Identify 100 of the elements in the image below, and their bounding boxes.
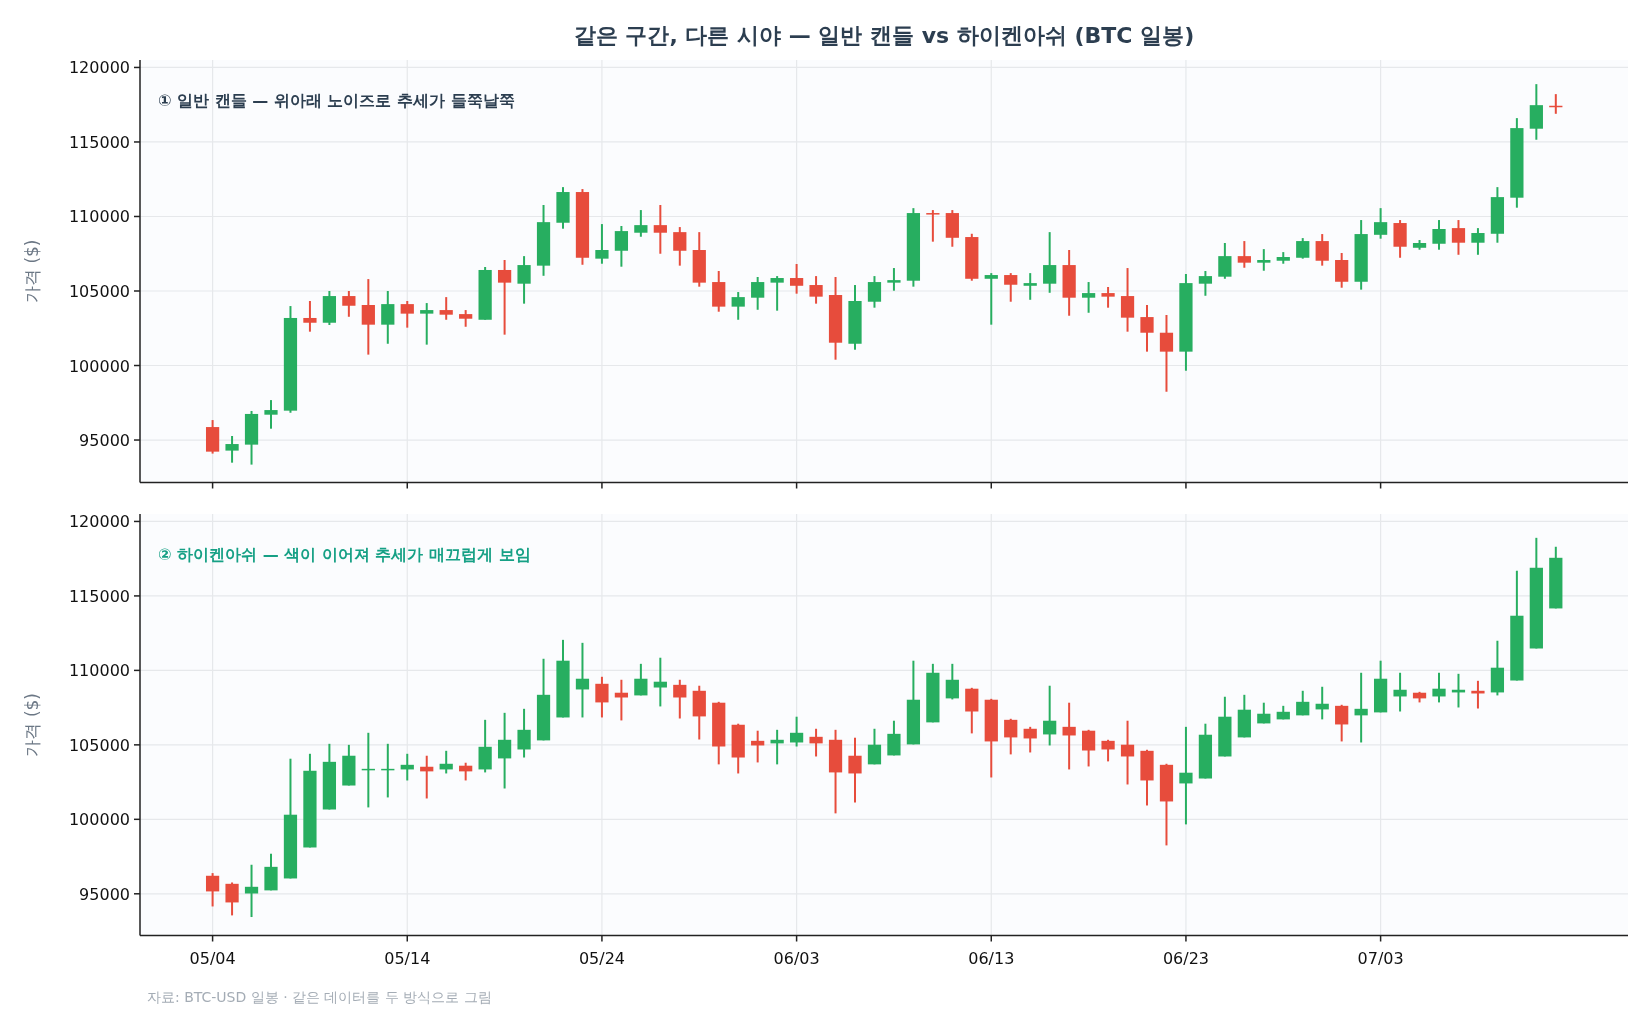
y-axis-title: 가격 ($) [22, 239, 42, 303]
candlestick [789, 715, 804, 748]
candlestick [1043, 684, 1057, 747]
candlestick [945, 662, 959, 701]
candlestick [1354, 671, 1368, 744]
x-tick-label: 05/14 [384, 948, 431, 968]
candlestick [653, 656, 667, 708]
candlestick [1451, 219, 1466, 256]
candlestick [770, 275, 784, 312]
candlestick [1101, 285, 1115, 309]
candlestick [673, 226, 687, 267]
candlestick [848, 736, 862, 804]
candlestick [1335, 703, 1349, 743]
candlestick [751, 275, 765, 311]
y-tick-label: 115000 [68, 586, 130, 606]
candlestick [420, 302, 434, 346]
y-tick-label: 120000 [68, 58, 130, 78]
candlestick [614, 225, 629, 268]
candlestick [517, 255, 531, 305]
candlestick [1237, 240, 1251, 269]
candlestick [1373, 207, 1388, 240]
y-tick-label: 100000 [68, 810, 130, 830]
candlestick [1335, 251, 1349, 289]
candlestick [1081, 728, 1096, 768]
candlestick [575, 641, 590, 719]
candlestick [225, 435, 239, 464]
candlestick [965, 686, 979, 735]
candlestick [361, 278, 375, 356]
candlestick [1315, 233, 1329, 267]
candlestick [497, 711, 512, 790]
y-tick-label: 115000 [68, 132, 130, 152]
candlestick [1296, 237, 1310, 260]
x-tick-label: 06/03 [773, 948, 820, 968]
candlestick [789, 263, 804, 295]
candlestick [867, 275, 882, 309]
candlestick [1023, 725, 1037, 754]
y-axis-title: 가격 ($) [22, 693, 42, 757]
candlestick [1296, 689, 1310, 717]
candlestick [1471, 227, 1485, 256]
candlestick [478, 718, 492, 774]
candlestick [809, 727, 823, 758]
x-tick-label: 06/13 [968, 948, 1015, 968]
candlestick [439, 296, 453, 321]
candlestick [497, 259, 512, 336]
candlestick [867, 727, 882, 766]
candlestick [1198, 270, 1213, 297]
candlestick [653, 204, 667, 255]
candlestick [1257, 248, 1271, 272]
candlestick [634, 209, 648, 238]
y-tick-label: 95000 [79, 884, 130, 904]
y-tick-label: 105000 [68, 282, 130, 301]
y-tick-label: 120000 [68, 512, 130, 532]
candlestick [205, 872, 220, 908]
candlestick [595, 223, 609, 265]
candlestick [984, 272, 998, 326]
y-tick-label: 95000 [79, 431, 130, 451]
candlestick [1004, 272, 1018, 303]
y-tick-label: 110000 [68, 207, 130, 227]
candlestick [1529, 83, 1543, 141]
candlestick [1004, 717, 1018, 756]
candlestick [887, 719, 901, 757]
candlestick [1081, 281, 1096, 314]
candlestick [1023, 272, 1037, 301]
candlestick [225, 881, 239, 917]
candlestick [264, 399, 278, 430]
candlestick [1393, 671, 1407, 713]
text: ① 일반 캔들 — 위아래 노이즈로 추세가 들쭉날쭉 [158, 91, 515, 110]
candlestick [595, 675, 609, 719]
candlestick [1393, 219, 1407, 259]
candlestick [400, 299, 414, 329]
candlestick [1140, 304, 1154, 353]
candlestick [517, 707, 531, 759]
chart-title: 같은 구간, 다른 시야 — 일반 캔들 vs 하이켄아쉬 (BTC 일봉) [573, 23, 1195, 48]
candlestick [809, 275, 823, 305]
candlestick [926, 209, 940, 243]
candlestick [1101, 738, 1115, 763]
x-tick-label: 07/03 [1357, 948, 1404, 968]
y-tick-label: 110000 [68, 661, 130, 681]
candlestick [1159, 313, 1174, 393]
x-tick-label: 05/04 [189, 948, 236, 968]
y-tick-label: 100000 [68, 356, 130, 376]
candlestick [1432, 671, 1446, 704]
candlestick [342, 290, 356, 318]
candlestick [731, 291, 745, 321]
candlestick [887, 267, 901, 292]
x-tick-label: 05/24 [578, 948, 625, 968]
x-tick-label: 06/23 [1162, 948, 1209, 968]
candlestick [1120, 719, 1135, 786]
text: ② 하이켄아쉬 — 색이 이어져 추세가 매끄럽게 보임 [158, 545, 531, 564]
candlestick [1432, 219, 1446, 251]
candlestick [1062, 701, 1076, 771]
candlestick [381, 290, 395, 345]
candlestick [264, 852, 278, 892]
candlestick [634, 662, 648, 697]
text: 자료: BTC-USD 일봉 · 같은 데이터를 두 방식으로 그림 [147, 989, 492, 1005]
candlestick [1179, 725, 1193, 826]
candlestick [673, 678, 687, 720]
candlestick [1043, 231, 1057, 294]
candlestick [303, 299, 317, 333]
candlestick [1218, 242, 1232, 280]
